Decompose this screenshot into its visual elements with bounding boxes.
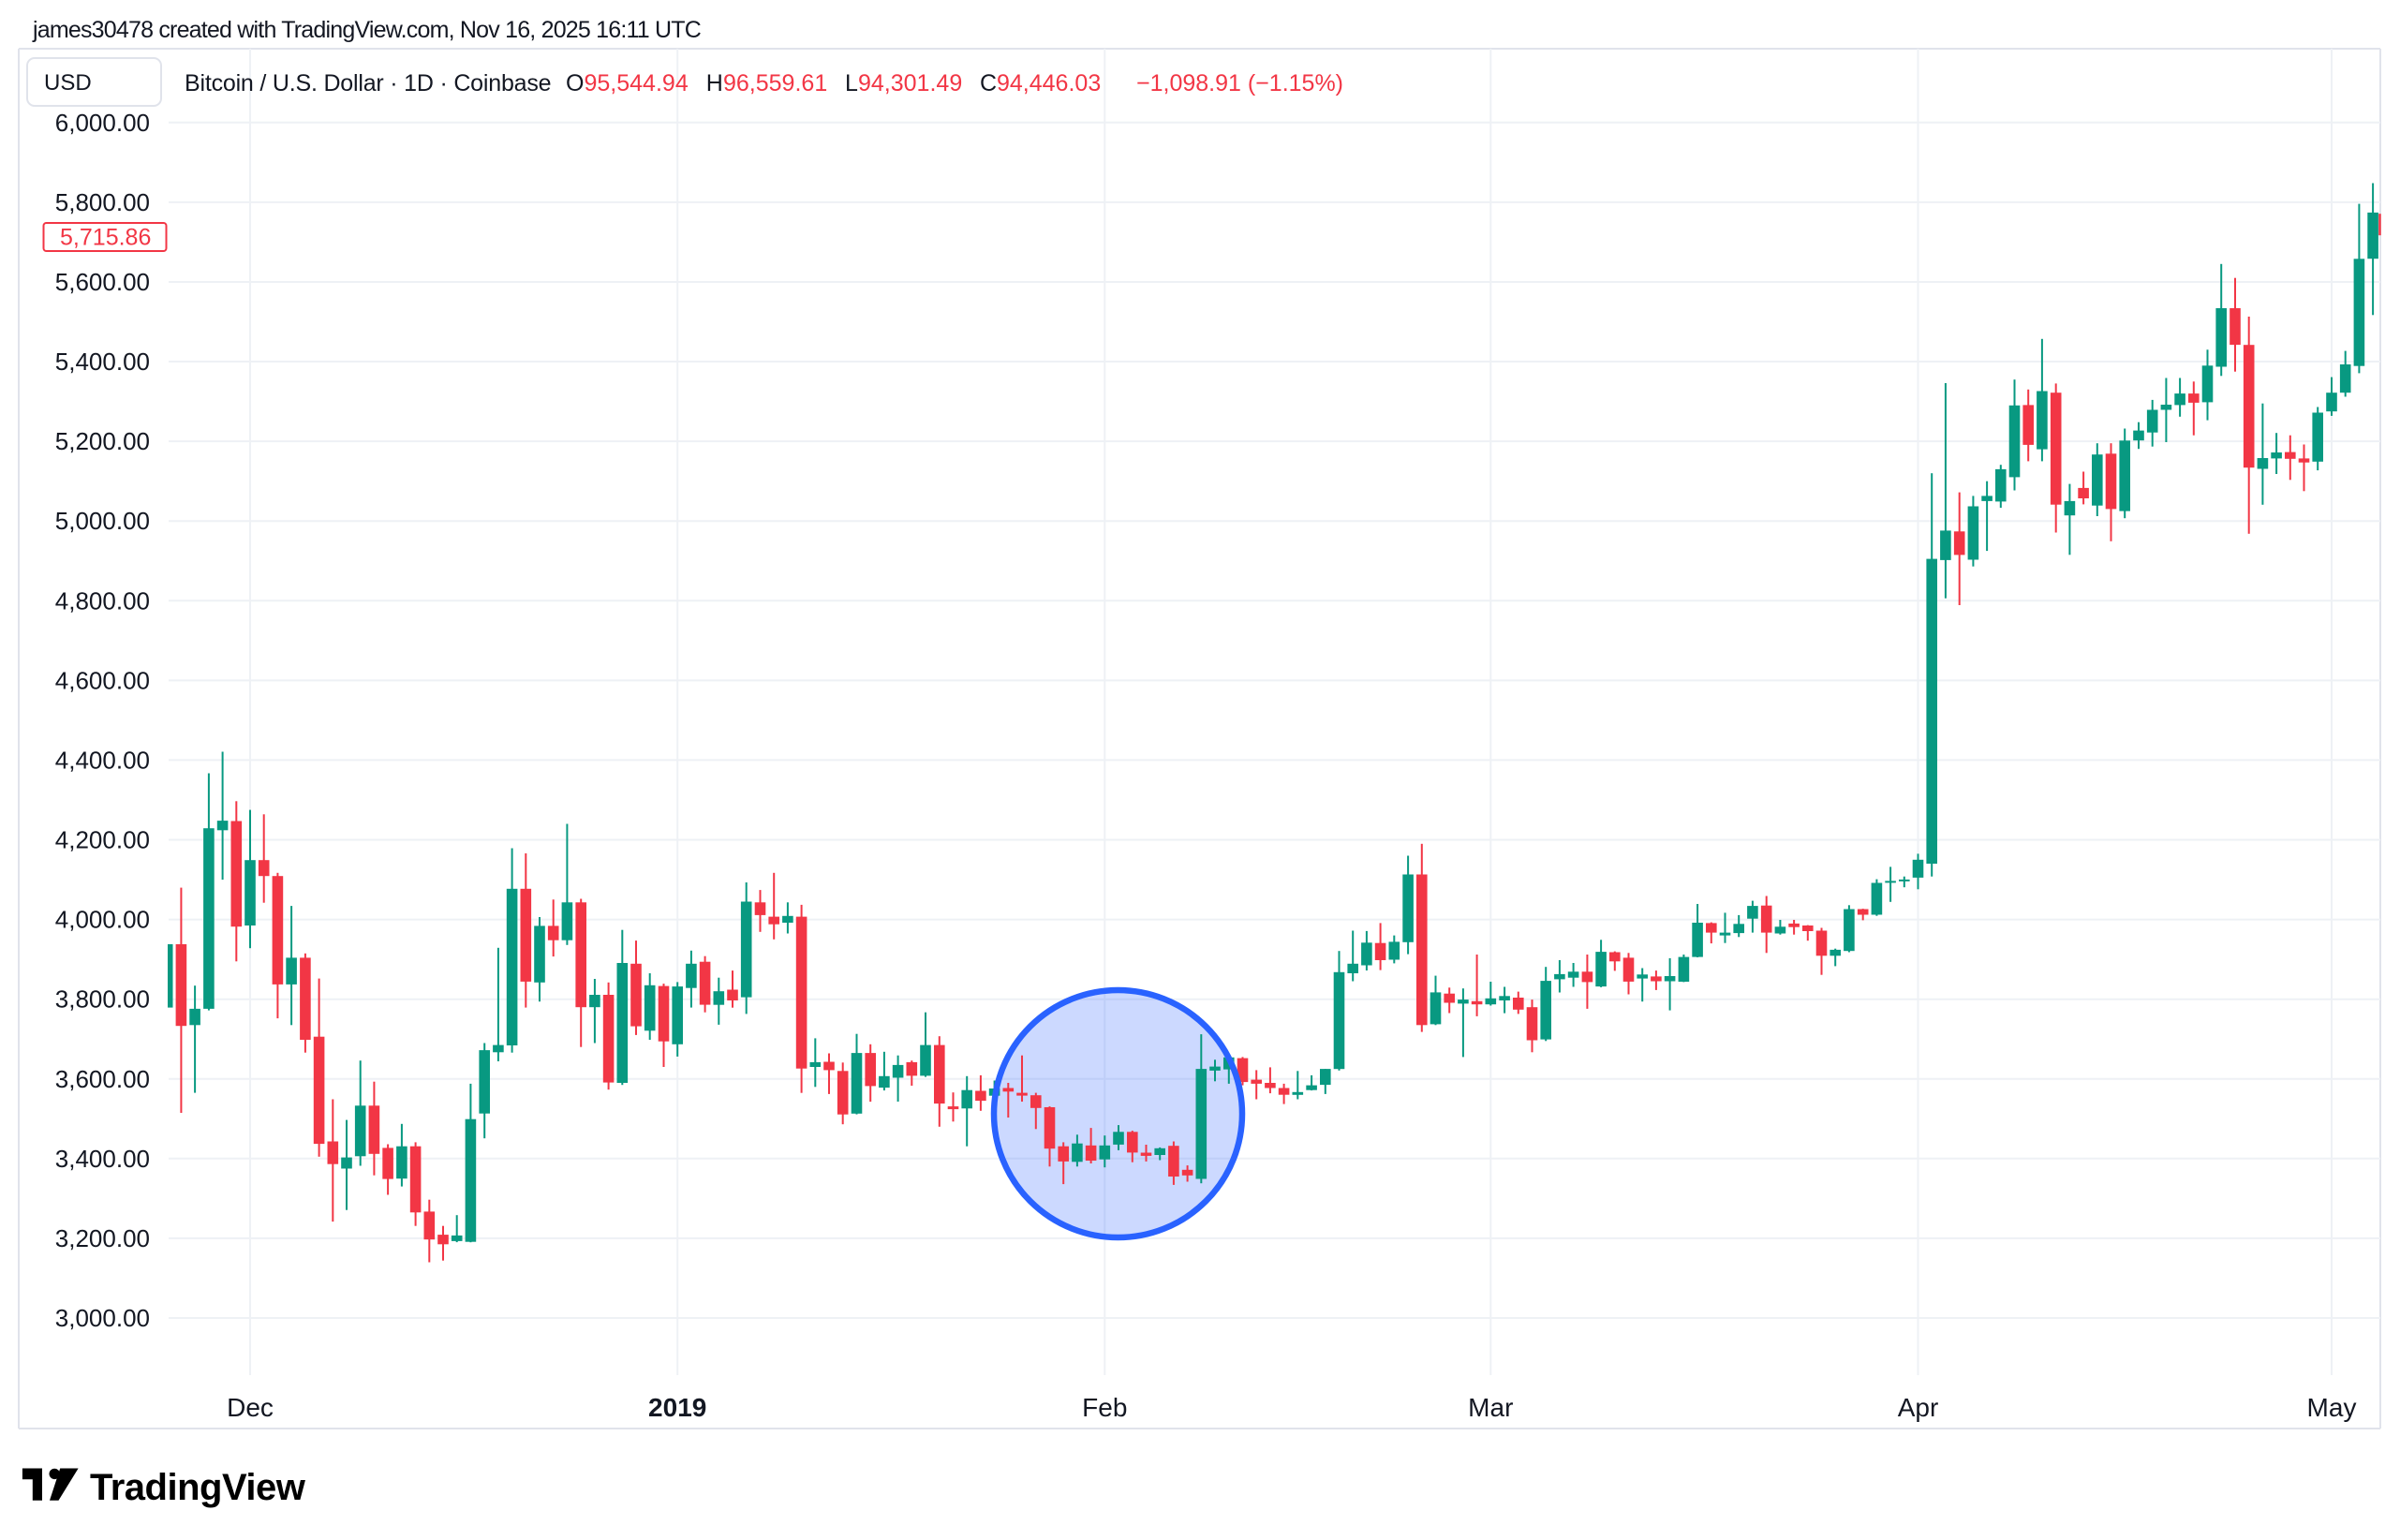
svg-text:5,600.00: 5,600.00 [55,268,150,296]
svg-text:Bitcoin / U.S. Dollar · 1D · C: Bitcoin / U.S. Dollar · 1D · Coinbase [185,70,551,96]
svg-text:4,000.00: 4,000.00 [55,906,150,934]
svg-text:4,800.00: 4,800.00 [55,586,150,615]
svg-text:H: H [706,70,723,96]
svg-text:james30478 created with Tradin: james30478 created with TradingView.com,… [32,17,702,43]
svg-text:Mar: Mar [1468,1393,1513,1422]
svg-text:O: O [566,70,584,96]
svg-text:−1,098.91 (−1.15%): −1,098.91 (−1.15%) [1136,70,1343,96]
svg-text:3,000.00: 3,000.00 [55,1304,150,1332]
svg-text:5,200.00: 5,200.00 [55,427,150,455]
svg-text:6,000.00: 6,000.00 [55,109,150,137]
svg-text:4,400.00: 4,400.00 [55,746,150,774]
svg-text:5,715.86: 5,715.86 [60,225,151,251]
svg-text:5,800.00: 5,800.00 [55,188,150,216]
svg-text:94,301.49: 94,301.49 [858,70,962,96]
svg-text:TradingView: TradingView [90,1467,306,1508]
svg-text:3,200.00: 3,200.00 [55,1224,150,1252]
svg-text:USD: USD [44,70,92,96]
svg-text:95,544.94: 95,544.94 [585,70,689,96]
svg-text:Feb: Feb [1082,1393,1127,1422]
svg-text:L: L [845,70,858,96]
svg-text:3,400.00: 3,400.00 [55,1145,150,1173]
svg-text:Apr: Apr [1898,1393,1939,1422]
svg-text:Dec: Dec [227,1393,274,1422]
svg-text:May: May [2307,1393,2357,1422]
svg-text:94,446.03: 94,446.03 [997,70,1101,96]
svg-text:C: C [980,70,997,96]
svg-text:96,559.61: 96,559.61 [723,70,827,96]
svg-text:3,800.00: 3,800.00 [55,985,150,1014]
svg-text:3,600.00: 3,600.00 [55,1065,150,1093]
svg-text:5,000.00: 5,000.00 [55,507,150,535]
svg-text:4,200.00: 4,200.00 [55,826,150,854]
svg-text:5,400.00: 5,400.00 [55,348,150,376]
svg-text:2019: 2019 [648,1393,706,1422]
svg-text:4,600.00: 4,600.00 [55,666,150,694]
